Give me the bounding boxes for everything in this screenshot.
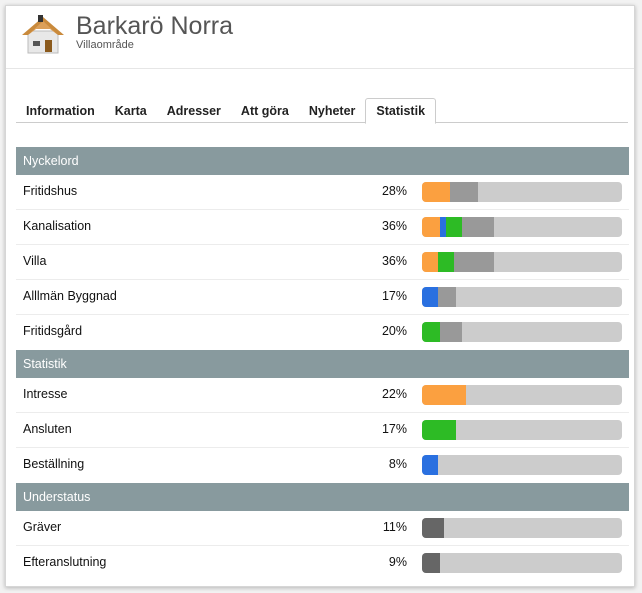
bar-segment-orange: [422, 252, 438, 272]
stat-percent: 8%: [388, 457, 407, 471]
progress-bar: [422, 217, 622, 237]
stat-row: Ansluten 17%: [16, 413, 629, 448]
section-rows: Fritidshus 28% Kanalisation 36% Villa 36% Alll…: [16, 175, 629, 350]
stat-label: Fritidshus: [23, 184, 78, 198]
bar-segment-orange: [422, 217, 440, 237]
section-rows: Intresse 22% Ansluten 17% Beställning 8%: [16, 378, 629, 483]
bar-segment-blue: [440, 217, 446, 237]
page-title: Barkarö Norra: [76, 12, 233, 40]
page-subtitle: Villaområde: [76, 39, 134, 51]
stat-label: Alllmän Byggnad: [23, 289, 117, 303]
progress-bar: [422, 518, 622, 538]
stat-row: Beställning 8%: [16, 448, 629, 483]
bar-segment-green: [422, 420, 456, 440]
bar-segment-blue: [422, 287, 438, 307]
stat-row: Kanalisation 36%: [16, 210, 629, 245]
progress-bar: [422, 252, 622, 272]
bar-segment-blue: [422, 455, 438, 475]
stat-row: Fritidshus 28%: [16, 175, 629, 210]
stat-percent: 36%: [381, 254, 407, 268]
stat-label: Intresse: [23, 387, 68, 401]
stat-percent: 20%: [381, 324, 407, 338]
window: Barkarö Norra Villaområde Information Kar…: [5, 5, 635, 587]
tab-bar: Information Karta Adresser Att göra Nyheter S…: [16, 98, 628, 124]
bar-segment-gray: [438, 287, 456, 307]
bar-segment-gray: [450, 182, 478, 202]
tab-att-göra[interactable]: Att göra: [240, 104, 289, 118]
stat-label: Beställning: [23, 457, 85, 471]
progress-bar: [422, 182, 622, 202]
house-icon: [22, 15, 64, 54]
stat-percent: 28%: [381, 184, 407, 198]
header: Barkarö Norra Villaområde: [6, 6, 634, 69]
bar-segment-orange: [422, 182, 450, 202]
section-rows: Gräver 11% Efteranslutning 9%: [16, 511, 629, 581]
progress-bar: [422, 287, 622, 307]
bar-segment-green: [422, 322, 440, 342]
stat-percent: 17%: [381, 422, 407, 436]
tab-adresser[interactable]: Adresser: [166, 104, 221, 118]
section-header: Understatus: [16, 483, 629, 511]
bar-segment-dark: [422, 518, 444, 538]
stat-percent: 11%: [382, 520, 407, 534]
statistics-content: Nyckelord Fritidshus 28% Kanalisation 36% Vil…: [16, 147, 629, 581]
tab-karta[interactable]: Karta: [114, 104, 147, 118]
progress-bar: [422, 322, 622, 342]
stat-percent: 22%: [381, 387, 407, 401]
stat-label: Fritidsgård: [23, 324, 83, 338]
progress-bar: [422, 385, 622, 405]
stat-label: Kanalisation: [23, 219, 92, 233]
bar-segment-gray: [454, 252, 494, 272]
stat-row: Efteranslutning 9%: [16, 546, 629, 581]
bar-segment-green: [438, 252, 454, 272]
bar-segment-green: [446, 217, 462, 237]
tab-statistik[interactable]: Statistik: [365, 98, 437, 124]
bar-segment-gray: [440, 322, 462, 342]
tab-nyheter[interactable]: Nyheter: [308, 104, 356, 118]
stat-row: Villa 36%: [16, 245, 629, 280]
bar-segment-orange: [422, 385, 466, 405]
stat-percent: 9%: [388, 555, 407, 569]
progress-bar: [422, 420, 622, 440]
tab-information[interactable]: Information: [26, 104, 95, 118]
progress-bar: [422, 455, 622, 475]
stat-row: Intresse 22%: [16, 378, 629, 413]
section-header: Statistik: [16, 350, 629, 378]
progress-bar: [422, 553, 622, 573]
stat-percent: 17%: [381, 289, 407, 303]
stat-row: Fritidsgård 20%: [16, 315, 629, 350]
stat-label: Villa: [23, 254, 47, 268]
stat-label: Gräver: [23, 520, 62, 534]
stat-label: Efteranslutning: [23, 555, 107, 569]
bar-segment-gray: [462, 217, 494, 237]
stat-row: Gräver 11%: [16, 511, 629, 546]
section-header: Nyckelord: [16, 147, 629, 175]
stat-percent: 36%: [381, 219, 407, 233]
stat-row: Alllmän Byggnad 17%: [16, 280, 629, 315]
bar-segment-dark: [422, 553, 440, 573]
stat-label: Ansluten: [23, 422, 72, 436]
